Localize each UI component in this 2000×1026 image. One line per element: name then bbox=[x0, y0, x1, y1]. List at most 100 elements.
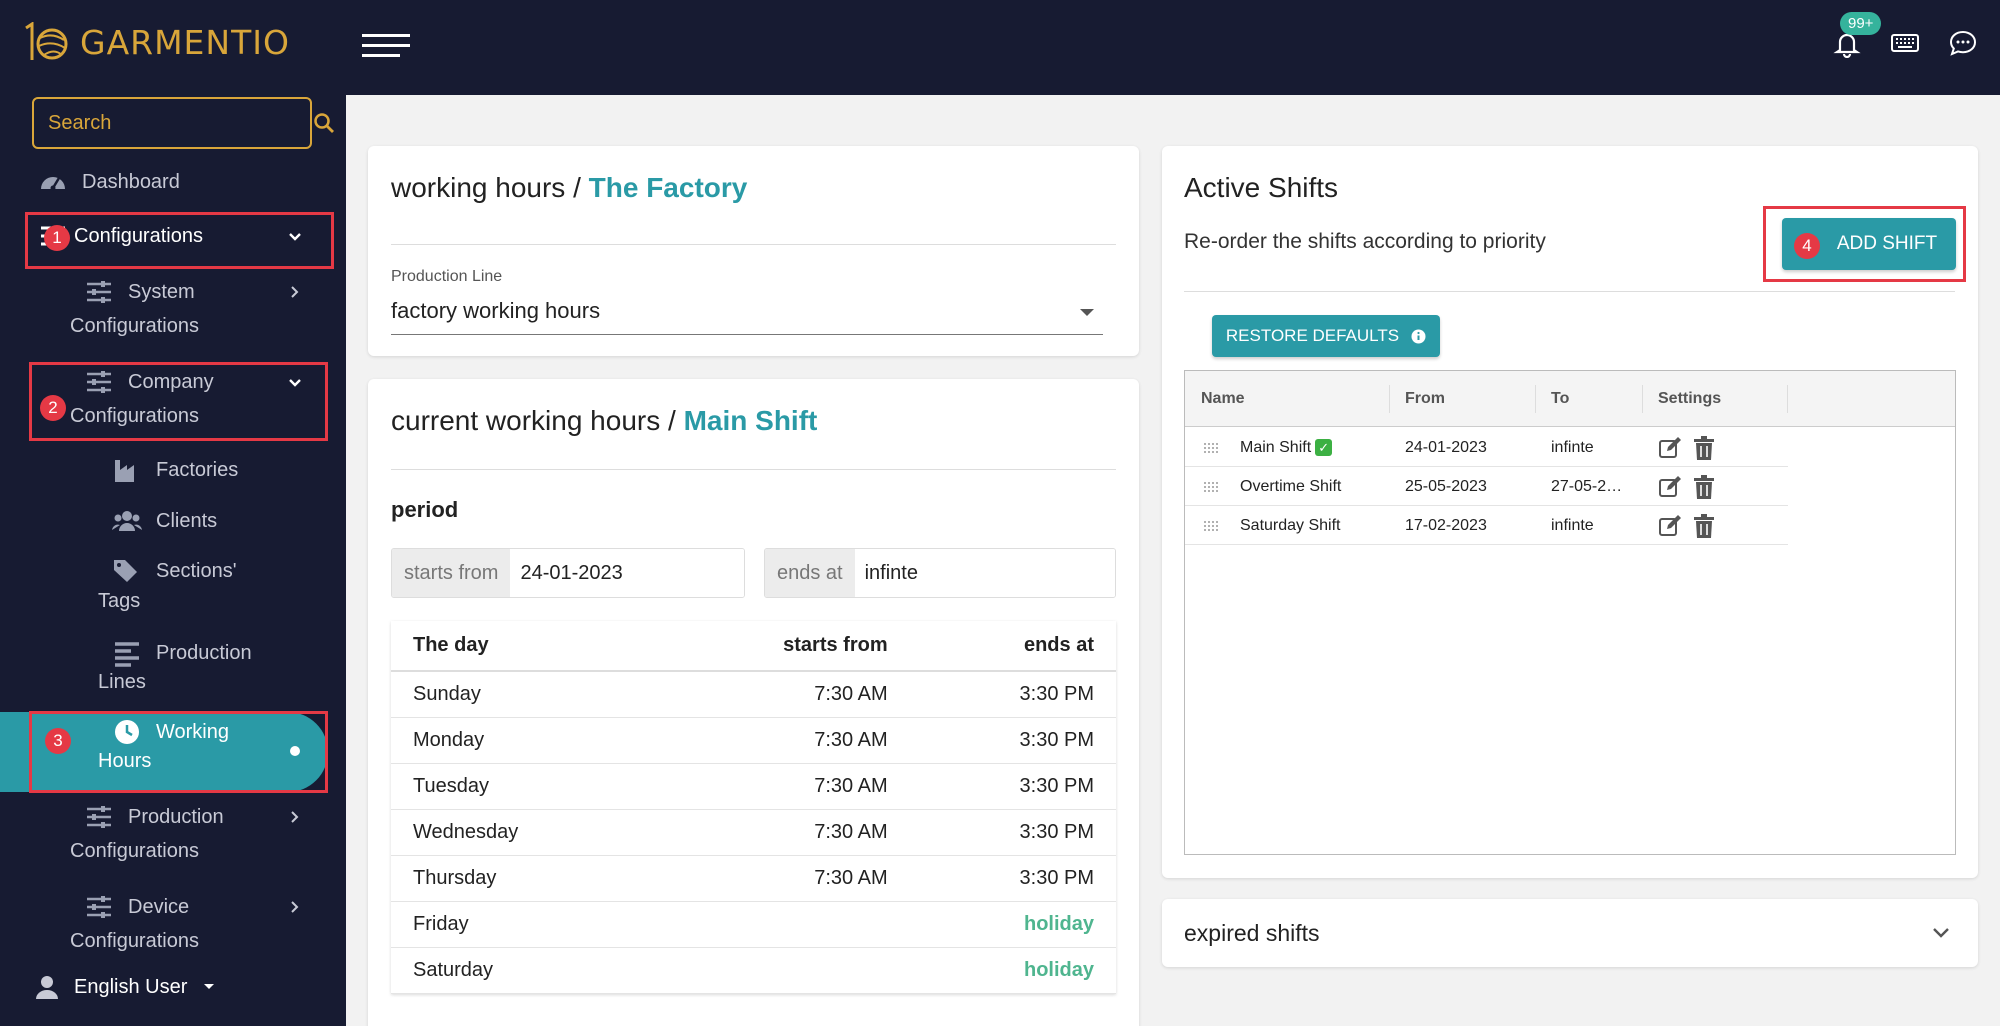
end-cell: 3:30 PM bbox=[909, 855, 1116, 902]
sidebar-item-working-hours[interactable]: Working bbox=[112, 715, 229, 749]
table-row: Tuesday 7:30 AM 3:30 PM bbox=[391, 763, 1116, 810]
edit-icon[interactable] bbox=[1658, 436, 1682, 460]
sidebar-item-label: Dashboard bbox=[82, 171, 180, 193]
dropdown-arrow-icon[interactable] bbox=[1080, 309, 1094, 316]
chevron-right-icon[interactable] bbox=[290, 810, 300, 824]
table-row: Wednesday 7:30 AM 3:30 PM bbox=[391, 809, 1116, 856]
production-line-select[interactable]: factory working hours bbox=[391, 298, 601, 323]
sidebar-item-label: Clients bbox=[156, 510, 218, 532]
keyboard-icon[interactable] bbox=[1890, 28, 1920, 58]
brand[interactable]: GARMENTIO bbox=[22, 22, 290, 62]
start-cell: 7:30 AM bbox=[650, 809, 910, 856]
annotation-number-1: 1 bbox=[44, 225, 70, 251]
search-input[interactable] bbox=[34, 111, 313, 135]
edit-icon[interactable] bbox=[1658, 514, 1682, 538]
bell-icon[interactable]: 99+ bbox=[1832, 12, 1882, 59]
drag-handle-icon[interactable] bbox=[1203, 520, 1219, 532]
start-cell: 7:30 AM bbox=[650, 717, 910, 764]
day-cell: Wednesday bbox=[391, 809, 651, 856]
sidebar-item-label: Company bbox=[128, 371, 214, 393]
current-working-hours-card: current working hours / Main Shift perio… bbox=[368, 379, 1139, 1026]
day-cell: Saturday bbox=[391, 947, 651, 994]
to-cell: 27-05-2… bbox=[1551, 478, 1623, 495]
sidebar-item-factories[interactable]: Factories bbox=[112, 453, 238, 487]
col-separator bbox=[1642, 385, 1643, 413]
production-line-label: Production Line bbox=[391, 268, 503, 285]
col-settings[interactable]: Settings bbox=[1658, 390, 1722, 407]
start-cell bbox=[650, 947, 910, 994]
table-row: Saturday holiday bbox=[391, 947, 1116, 994]
sidebar-item-sections-tags[interactable]: Sections' bbox=[112, 554, 237, 588]
sidebar-search bbox=[32, 97, 334, 149]
factory-name: The Factory bbox=[588, 172, 748, 203]
col-ends: ends at bbox=[909, 621, 1116, 672]
working-hours-card: working hours / The Factory Production L… bbox=[368, 146, 1139, 356]
trash-icon[interactable] bbox=[1692, 514, 1716, 538]
sidebar-item-label: Factories bbox=[156, 459, 239, 481]
title-prefix: working hours / bbox=[391, 172, 589, 203]
sliders-icon bbox=[87, 806, 111, 828]
col-from[interactable]: From bbox=[1405, 390, 1445, 407]
card-title: working hours / The Factory bbox=[391, 172, 747, 204]
info-icon bbox=[1411, 329, 1426, 343]
card-title: current working hours / Main Shift bbox=[391, 405, 817, 437]
starts-from-value[interactable]: 24-01-2023 bbox=[510, 549, 744, 597]
search-button[interactable] bbox=[313, 99, 335, 147]
drag-handle-icon[interactable] bbox=[1203, 442, 1219, 454]
period-title: period bbox=[391, 497, 459, 522]
sidebar-item-dashboard[interactable]: Dashboard bbox=[38, 165, 180, 199]
sidebar-item-label: Sections' bbox=[156, 560, 237, 582]
col-to[interactable]: To bbox=[1551, 390, 1570, 407]
annotation-number-2: 2 bbox=[40, 395, 66, 421]
active-dot bbox=[290, 746, 300, 756]
annotation-number-3: 3 bbox=[45, 728, 71, 754]
sidebar-item-clients[interactable]: Clients bbox=[112, 504, 217, 538]
sidebar-item-label: System bbox=[128, 281, 195, 303]
annotation-box-2 bbox=[29, 362, 328, 441]
chevron-right-icon[interactable] bbox=[290, 900, 300, 914]
chevron-right-icon[interactable] bbox=[290, 285, 300, 299]
ends-at-value[interactable]: infinte bbox=[854, 549, 1115, 597]
to-cell: infinte bbox=[1551, 439, 1594, 456]
shift-name-cell: Main Shift ✓ bbox=[1240, 428, 1333, 467]
sidebar-item-label: Production bbox=[156, 642, 252, 664]
active-shifts-subtitle: Re-order the shifts according to priorit… bbox=[1184, 230, 1546, 253]
sidebar-item-device-configurations[interactable]: Device bbox=[84, 890, 189, 924]
sidebar-item-label-cont: Lines bbox=[98, 671, 146, 693]
shifts-grid: Name From To Settings Main Shift ✓ 24-01-… bbox=[1184, 370, 1956, 855]
col-name[interactable]: Name bbox=[1201, 390, 1245, 407]
chevron-down-icon[interactable] bbox=[288, 378, 302, 388]
sidebar-item-label-cont: Configurations bbox=[70, 405, 199, 427]
table-row: Thursday 7:30 AM 3:30 PM bbox=[391, 855, 1116, 902]
days-table: The day starts from ends at Sunday 7:30 A… bbox=[391, 621, 1116, 994]
holiday-cell: holiday bbox=[909, 947, 1116, 994]
sidebar-item-label-cont: Configurations bbox=[70, 315, 199, 337]
sidebar-item-production-lines[interactable]: Production bbox=[112, 636, 252, 670]
annotation-box-3 bbox=[29, 711, 328, 793]
trash-icon[interactable] bbox=[1692, 475, 1716, 499]
lines-icon bbox=[115, 642, 139, 667]
sidebar-item-label: Device bbox=[128, 896, 190, 918]
chat-icon[interactable] bbox=[1948, 28, 1978, 58]
notification-badge: 99+ bbox=[1840, 12, 1882, 35]
drag-handle-icon[interactable] bbox=[1203, 481, 1219, 493]
title-prefix: current working hours / bbox=[391, 405, 684, 436]
menu-toggle-icon[interactable] bbox=[362, 34, 412, 58]
chevron-down-icon[interactable] bbox=[1932, 927, 1950, 939]
edit-icon[interactable] bbox=[1658, 475, 1682, 499]
table-header-row: The day starts from ends at bbox=[391, 621, 1116, 672]
sidebar-item-company-configurations[interactable]: Company bbox=[84, 365, 214, 399]
col-separator bbox=[1389, 385, 1390, 413]
sidebar-item-production-configurations[interactable]: Production bbox=[84, 800, 224, 834]
sidebar-item-system-configurations[interactable]: System bbox=[84, 275, 195, 309]
end-cell: 3:30 PM bbox=[909, 671, 1116, 718]
restore-defaults-button[interactable]: RESTORE DEFAULTS bbox=[1212, 315, 1440, 357]
col-separator bbox=[1535, 385, 1536, 413]
expired-shifts-panel[interactable]: expired shifts bbox=[1162, 899, 1978, 967]
holiday-cell: holiday bbox=[909, 901, 1116, 948]
user-menu[interactable]: English User bbox=[36, 975, 215, 999]
trash-icon[interactable] bbox=[1692, 436, 1716, 460]
speedometer-icon bbox=[41, 177, 65, 191]
chevron-down-icon[interactable] bbox=[288, 232, 302, 242]
table-row: Sunday 7:30 AM 3:30 PM bbox=[391, 671, 1116, 718]
